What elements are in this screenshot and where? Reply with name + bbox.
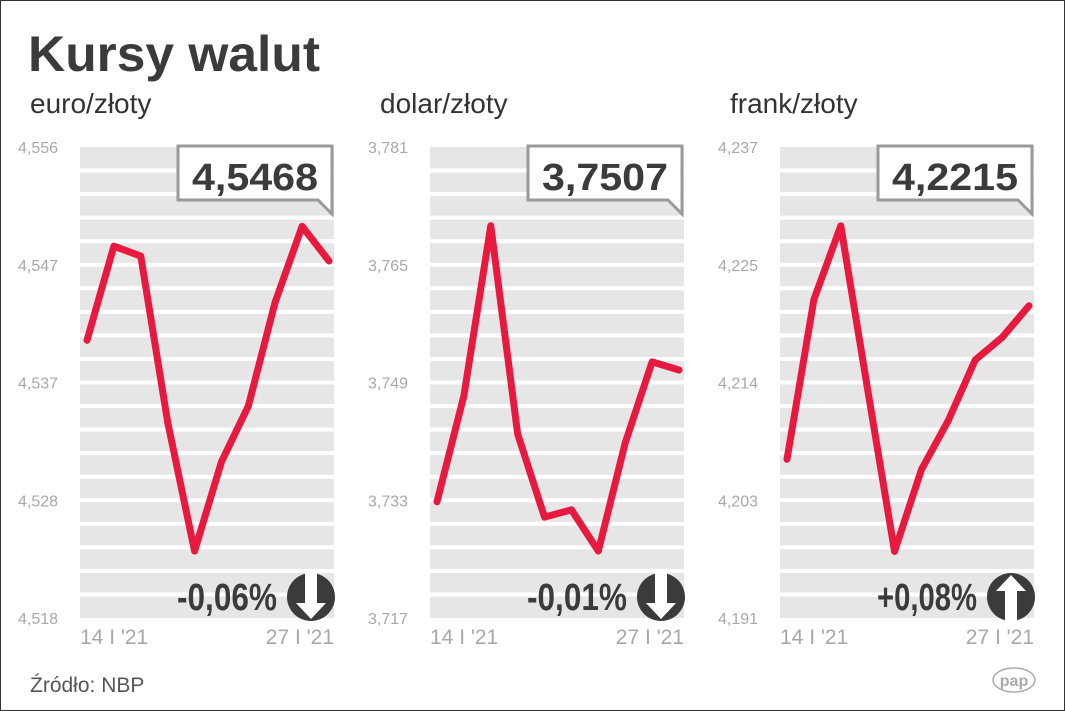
last-value-box <box>176 144 334 218</box>
arrow-down-icon <box>637 573 685 621</box>
series-line <box>433 222 683 555</box>
chart-1: dolar/złoty 3,781 3,765 3,749 3,733 3,717 14 I… <box>368 88 685 649</box>
y-tick-label: 3,749 <box>368 376 408 393</box>
y-tick-label: 4,528 <box>18 493 58 510</box>
x-tick-label: 27 I '21 <box>616 626 684 649</box>
arrow-up-icon <box>987 573 1035 621</box>
y-tick-label: 3,781 <box>368 140 408 157</box>
chart-2: frank/złoty 4,237 4,225 4,214 4,203 4,191 14 I… <box>718 88 1035 649</box>
last-value-box <box>876 144 1034 218</box>
chart-title: euro/złoty <box>30 88 151 119</box>
series-line <box>783 222 1033 555</box>
change-label: -0,06% <box>177 577 277 619</box>
y-tick-label: 3,733 <box>368 493 408 510</box>
y-tick-label: 4,547 <box>18 258 58 275</box>
y-tick-label: 3,717 <box>368 611 408 628</box>
x-tick-label: 27 I '21 <box>966 626 1034 649</box>
y-tick-label: 4,225 <box>718 258 758 275</box>
last-value-label: 3,7507 <box>542 157 668 199</box>
y-tick-label: 4,237 <box>718 140 758 157</box>
x-tick-label: 14 I '21 <box>780 626 848 649</box>
y-tick-label: 4,518 <box>18 611 58 628</box>
y-tick-label: 4,214 <box>718 376 758 393</box>
main-title: Kursy walut <box>28 26 320 82</box>
x-tick-label: 14 I '21 <box>430 626 498 649</box>
change-label: +0,08% <box>877 577 977 619</box>
y-tick-label: 4,203 <box>718 493 758 510</box>
chart-title: dolar/złoty <box>380 88 508 119</box>
chart-0: euro/złoty 4,556 4,547 4,537 4,528 4,518 14 I … <box>18 88 335 649</box>
svg-text:pap: pap <box>1000 673 1029 690</box>
y-tick-label: 3,765 <box>368 258 408 275</box>
last-value-box <box>526 144 684 218</box>
y-tick-label: 4,191 <box>718 611 758 628</box>
y-tick-label: 4,537 <box>18 376 58 393</box>
change-label: -0,01% <box>527 577 627 619</box>
pap-logo: pap <box>992 667 1036 693</box>
x-tick-label: 27 I '21 <box>266 626 334 649</box>
arrow-down-icon <box>287 573 335 621</box>
source-note: Źródło: NBP <box>30 674 144 697</box>
last-value-label: 4,5468 <box>192 157 318 199</box>
series-line <box>83 222 333 555</box>
chart-title: frank/złoty <box>730 88 858 119</box>
x-tick-label: 14 I '21 <box>80 626 148 649</box>
y-tick-label: 4,556 <box>18 140 58 157</box>
last-value-label: 4,2215 <box>892 157 1018 199</box>
